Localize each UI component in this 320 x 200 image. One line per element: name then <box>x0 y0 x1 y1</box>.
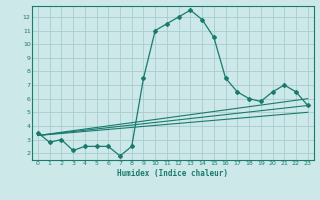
X-axis label: Humidex (Indice chaleur): Humidex (Indice chaleur) <box>117 169 228 178</box>
